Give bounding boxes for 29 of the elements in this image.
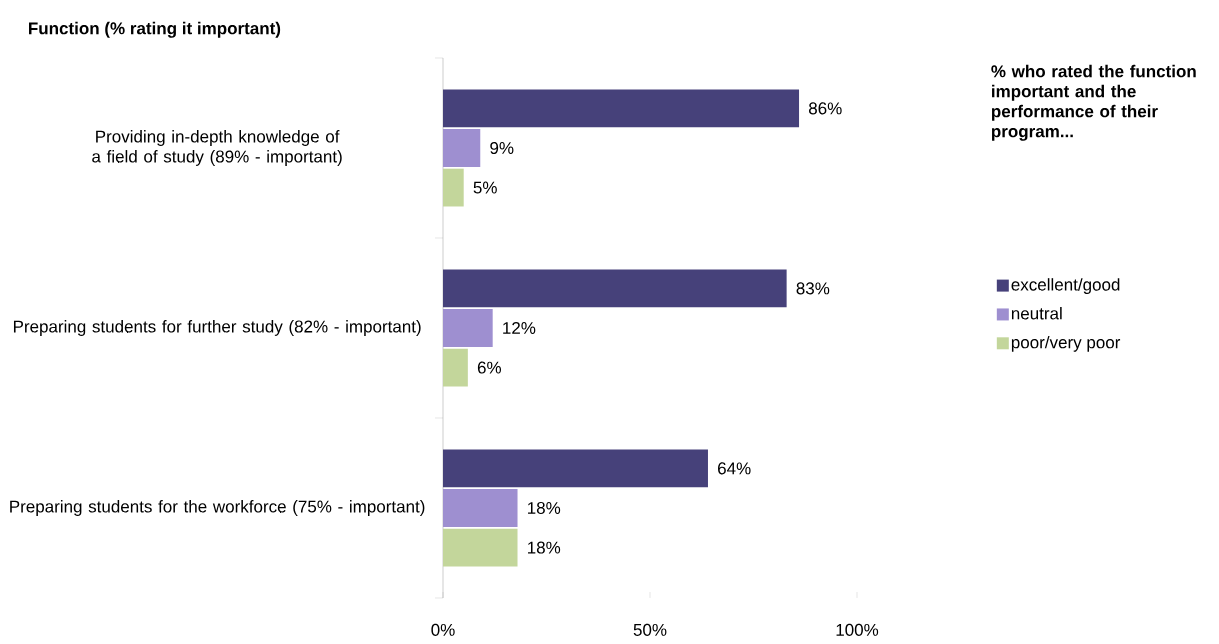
data-label: 83% — [796, 282, 830, 295]
legend-title: % who rated the function important and the performance of their program... — [991, 64, 1196, 141]
data-label: 5% — [473, 181, 497, 194]
text: Function (% rating it important) — [29, 21, 281, 38]
x-tick-label: 50% — [633, 623, 667, 636]
data-label: 18% — [528, 541, 561, 554]
x-tick-label: 100% — [836, 623, 879, 636]
bar — [443, 269, 787, 308]
y-tick-label: Providing in-depth knowledge of a field of study (89% - important) — [92, 130, 342, 166]
legend-label: excellent/good — [1011, 278, 1120, 295]
legend-label: poor/very poor — [1011, 335, 1121, 352]
bar — [443, 449, 708, 488]
data-label: 12% — [503, 321, 536, 334]
bar — [443, 489, 518, 527]
bar — [443, 309, 493, 347]
bar — [443, 348, 468, 387]
data-label: 6% — [477, 361, 502, 374]
bar — [443, 89, 800, 128]
bar — [443, 528, 518, 567]
bar — [443, 129, 481, 167]
data-label: 18% — [528, 501, 561, 515]
y-tick-label: Preparing students for further study (82% - important) — [13, 320, 421, 336]
bar — [443, 168, 464, 207]
x-tick-label: 0% — [431, 623, 455, 636]
data-label: 86% — [808, 102, 842, 115]
legend-label: neutral — [1011, 307, 1062, 320]
data-label: 64% — [718, 462, 751, 475]
y-tick-label: Preparing students for the workforce (75% - important) — [10, 500, 425, 516]
data-label: 9% — [490, 141, 514, 155]
